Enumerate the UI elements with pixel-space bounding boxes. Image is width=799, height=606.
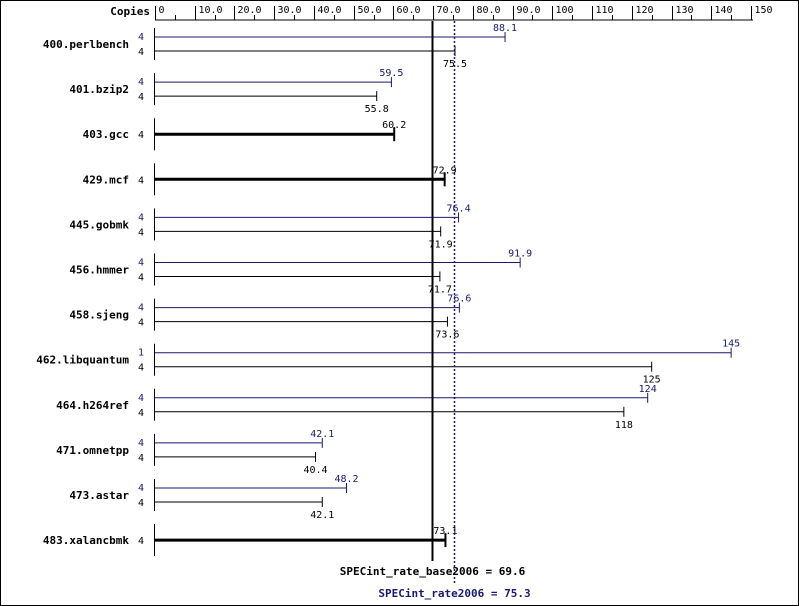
base-value-label: 55.8	[365, 104, 389, 115]
benchmark-name: 473.astar	[69, 489, 129, 502]
peak-reference-label: SPECint_rate2006 = 75.3	[378, 587, 530, 600]
base-value-label: 71.9	[429, 239, 453, 250]
copies-value: 4	[138, 536, 144, 547]
x-tick-label: 30.0	[278, 5, 302, 16]
benchmark-name: 429.mcf	[83, 173, 129, 186]
benchmark-name: 456.hmmer	[69, 264, 129, 277]
peak-value-label: 42.1	[310, 429, 334, 440]
base-copies-value: 4	[138, 47, 144, 58]
benchmark-name: 403.gcc	[83, 128, 129, 141]
peak-value-label: 76.6	[447, 294, 471, 305]
benchmark-name: 400.perlbench	[43, 38, 129, 51]
base-value-label: 118	[615, 420, 633, 431]
peak-value-label: 124	[639, 384, 657, 395]
copies-header: Copies	[110, 5, 150, 18]
benchmark-name: 401.bzip2	[69, 83, 129, 96]
benchmark-name: 464.h264ref	[56, 399, 129, 412]
peak-value-label: 91.9	[508, 249, 532, 260]
base-value-label: 71.7	[428, 285, 452, 296]
peak-value-label: 76.4	[447, 203, 471, 214]
x-tick-label: 70.0	[437, 5, 461, 16]
x-tick-label: 120	[636, 5, 654, 16]
x-tick-label: 150	[755, 5, 773, 16]
x-tick-label: 80.0	[477, 5, 501, 16]
peak-copies-value: 4	[138, 438, 144, 449]
peak-copies-value: 4	[138, 32, 144, 43]
peak-value-label: 88.1	[493, 23, 517, 34]
x-tick-label: 110	[596, 5, 614, 16]
peak-copies-value: 4	[138, 77, 144, 88]
peak-value-label: 145	[722, 339, 740, 350]
peak-copies-value: 1	[138, 348, 144, 359]
base-value-label: 40.4	[303, 465, 327, 476]
benchmark-name: 462.libquantum	[36, 354, 129, 367]
base-copies-value: 4	[138, 453, 144, 464]
peak-copies-value: 4	[138, 393, 144, 404]
x-tick-label: 10.0	[199, 5, 223, 16]
x-tick-label: 50.0	[358, 5, 382, 16]
x-tick-label: 100	[556, 5, 574, 16]
x-tick-label: 60.0	[397, 5, 421, 16]
x-tick-label: 20.0	[238, 5, 262, 16]
benchmark-name: 458.sjeng	[69, 309, 129, 322]
base-copies-value: 4	[138, 273, 144, 284]
base-reference-label: SPECint_rate_base2006 = 69.6	[340, 565, 526, 578]
peak-value-label: 48.2	[334, 474, 358, 485]
base-copies-value: 4	[138, 498, 144, 509]
base-value-label: 73.1	[433, 526, 457, 537]
benchmark-name: 445.gobmk	[69, 218, 129, 231]
x-tick-label: 90.0	[517, 5, 541, 16]
peak-copies-value: 4	[138, 212, 144, 223]
benchmark-name: 483.xalancbmk	[43, 534, 129, 547]
base-value-label: 73.6	[435, 330, 459, 341]
base-copies-value: 4	[138, 92, 144, 103]
benchmark-name: 471.omnetpp	[56, 444, 129, 457]
base-value-label: 72.9	[433, 165, 457, 176]
x-tick-label: 0	[159, 5, 165, 16]
base-value-label: 125	[643, 375, 661, 386]
x-tick-label: 130	[676, 5, 694, 16]
base-copies-value: 4	[138, 363, 144, 374]
base-copies-value: 4	[138, 227, 144, 238]
base-value-label: 42.1	[310, 510, 334, 521]
peak-copies-value: 4	[138, 258, 144, 269]
base-value-label: 75.5	[443, 59, 467, 70]
peak-copies-value: 4	[138, 303, 144, 314]
peak-copies-value: 4	[138, 483, 144, 494]
base-copies-value: 4	[138, 318, 144, 329]
x-tick-label: 140	[715, 5, 733, 16]
peak-value-label: 59.5	[379, 68, 403, 79]
base-copies-value: 4	[138, 408, 144, 419]
x-tick-label: 40.0	[318, 5, 342, 16]
copies-value: 4	[138, 130, 144, 141]
base-value-label: 60.2	[382, 120, 406, 131]
copies-value: 4	[138, 175, 144, 186]
